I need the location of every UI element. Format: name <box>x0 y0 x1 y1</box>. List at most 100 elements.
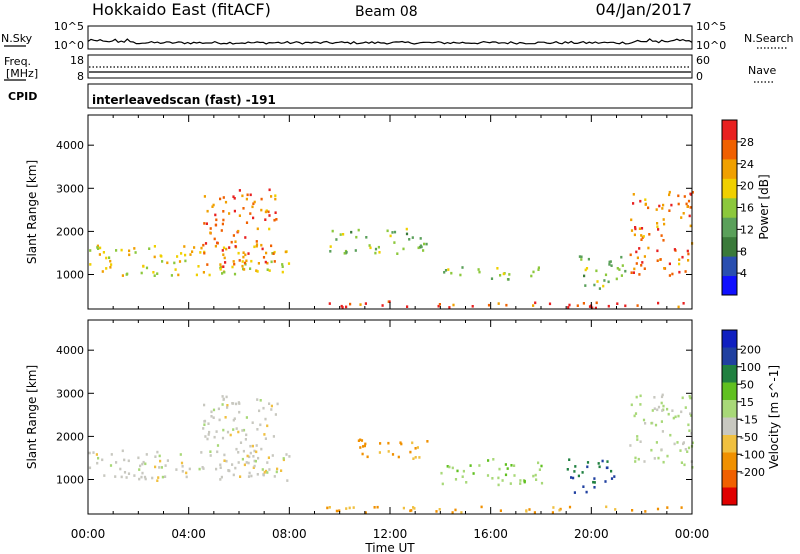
power-cell <box>609 260 612 263</box>
power-cell <box>152 271 155 274</box>
power-cell <box>643 255 646 258</box>
power-cell <box>180 252 183 255</box>
power-cell <box>636 256 639 260</box>
velocity-cell <box>222 397 225 401</box>
velocity-colorbar-cell <box>722 347 737 366</box>
power-cell <box>673 248 676 251</box>
power-cell <box>443 271 446 274</box>
velocity-cell <box>140 475 143 479</box>
velocity-colorbar-cell <box>722 452 737 471</box>
power-cell <box>638 227 641 230</box>
power-cell <box>634 226 637 229</box>
power-cell <box>211 205 214 208</box>
velocity-cell <box>586 461 590 464</box>
velocity-cell <box>213 435 216 439</box>
velocity-cell <box>251 421 254 424</box>
power-cell <box>632 271 635 274</box>
velocity-cell <box>655 441 658 444</box>
power-cell <box>140 271 143 275</box>
y-tick-label: 1000 <box>56 269 84 282</box>
velocity-cell <box>237 401 240 404</box>
power-cell <box>275 218 278 221</box>
velocity-cell <box>364 442 367 446</box>
power-cell <box>537 268 540 271</box>
velocity-cell <box>376 505 379 509</box>
power-cell <box>161 260 164 263</box>
power-cell <box>629 253 632 257</box>
velocity-colorbar-tick-label: -200 <box>740 466 765 479</box>
velocity-cell <box>103 474 106 477</box>
power-cell <box>596 280 599 283</box>
velocity-cell <box>252 466 255 469</box>
power-cell <box>219 263 222 266</box>
velocity-cell <box>637 457 640 461</box>
power-cell <box>632 193 635 196</box>
velocity-cell <box>204 435 207 438</box>
power-cell <box>624 304 627 308</box>
velocity-cell <box>247 475 251 478</box>
velocity-cell <box>326 506 329 510</box>
power-cell <box>532 304 535 307</box>
power-cell <box>452 303 455 307</box>
power-cell <box>203 195 206 198</box>
velocity-cell <box>660 401 663 405</box>
power-cell <box>272 252 275 255</box>
velocity-colorbar-tick-label: 200 <box>740 343 761 356</box>
velocity-cell <box>235 427 238 430</box>
power-cell <box>616 302 619 305</box>
velocity-cell <box>159 459 162 463</box>
velocity-cell <box>510 464 513 467</box>
velocity-cell <box>249 444 252 448</box>
power-cell <box>241 260 244 263</box>
velocity-cell <box>680 506 683 509</box>
velocity-cell <box>215 430 218 433</box>
power-cell <box>184 259 187 263</box>
velocity-colorbar-cell <box>722 330 737 348</box>
power-cell <box>89 249 92 252</box>
velocity-cell <box>509 482 512 485</box>
velocity-cell <box>634 460 637 463</box>
plot-title: Hokkaido East (fitACF) <box>92 0 271 19</box>
velocity-cell <box>572 476 575 480</box>
velocity-cell <box>660 448 663 451</box>
velocity-ylabel: Slant Range [km] <box>25 365 39 469</box>
power-cell <box>228 212 231 215</box>
power-cell <box>595 269 598 273</box>
power-cell <box>497 302 500 305</box>
velocity-cell <box>532 474 535 478</box>
power-cell <box>349 302 352 306</box>
power-cell <box>148 247 151 250</box>
velocity-cell <box>677 414 680 418</box>
velocity-cell <box>689 412 692 415</box>
power-cell <box>184 253 187 257</box>
power-cell <box>105 256 108 260</box>
power-cell <box>274 197 277 201</box>
power-cell <box>99 246 102 250</box>
velocity-cell <box>222 428 225 432</box>
power-cell <box>615 277 618 281</box>
power-cell <box>621 264 624 267</box>
power-cell <box>256 270 259 273</box>
velocity-cell <box>397 455 400 459</box>
velocity-cell <box>207 422 210 425</box>
power-cell <box>655 208 658 211</box>
velocity-cell <box>285 453 288 456</box>
power-cell <box>585 267 589 270</box>
velocity-cell <box>142 460 145 464</box>
x-tick-label: 16:00 <box>473 527 508 541</box>
velocity-cell <box>237 430 240 434</box>
velocity-colorbar-tick-label: -100 <box>740 448 765 461</box>
power-cell <box>688 214 691 218</box>
power-cell <box>624 269 627 273</box>
cpid-label: CPID <box>8 90 37 103</box>
velocity-cell <box>681 396 684 400</box>
velocity-cell <box>391 453 395 456</box>
velocity-cell <box>156 450 159 454</box>
velocity-cell <box>660 420 663 423</box>
velocity-cell <box>387 450 390 453</box>
velocity-cell <box>226 404 229 407</box>
power-cell <box>281 270 284 274</box>
nsky-tick-top: 10^5 <box>54 20 84 33</box>
velocity-cell <box>669 433 672 437</box>
velocity-cell <box>264 417 267 421</box>
